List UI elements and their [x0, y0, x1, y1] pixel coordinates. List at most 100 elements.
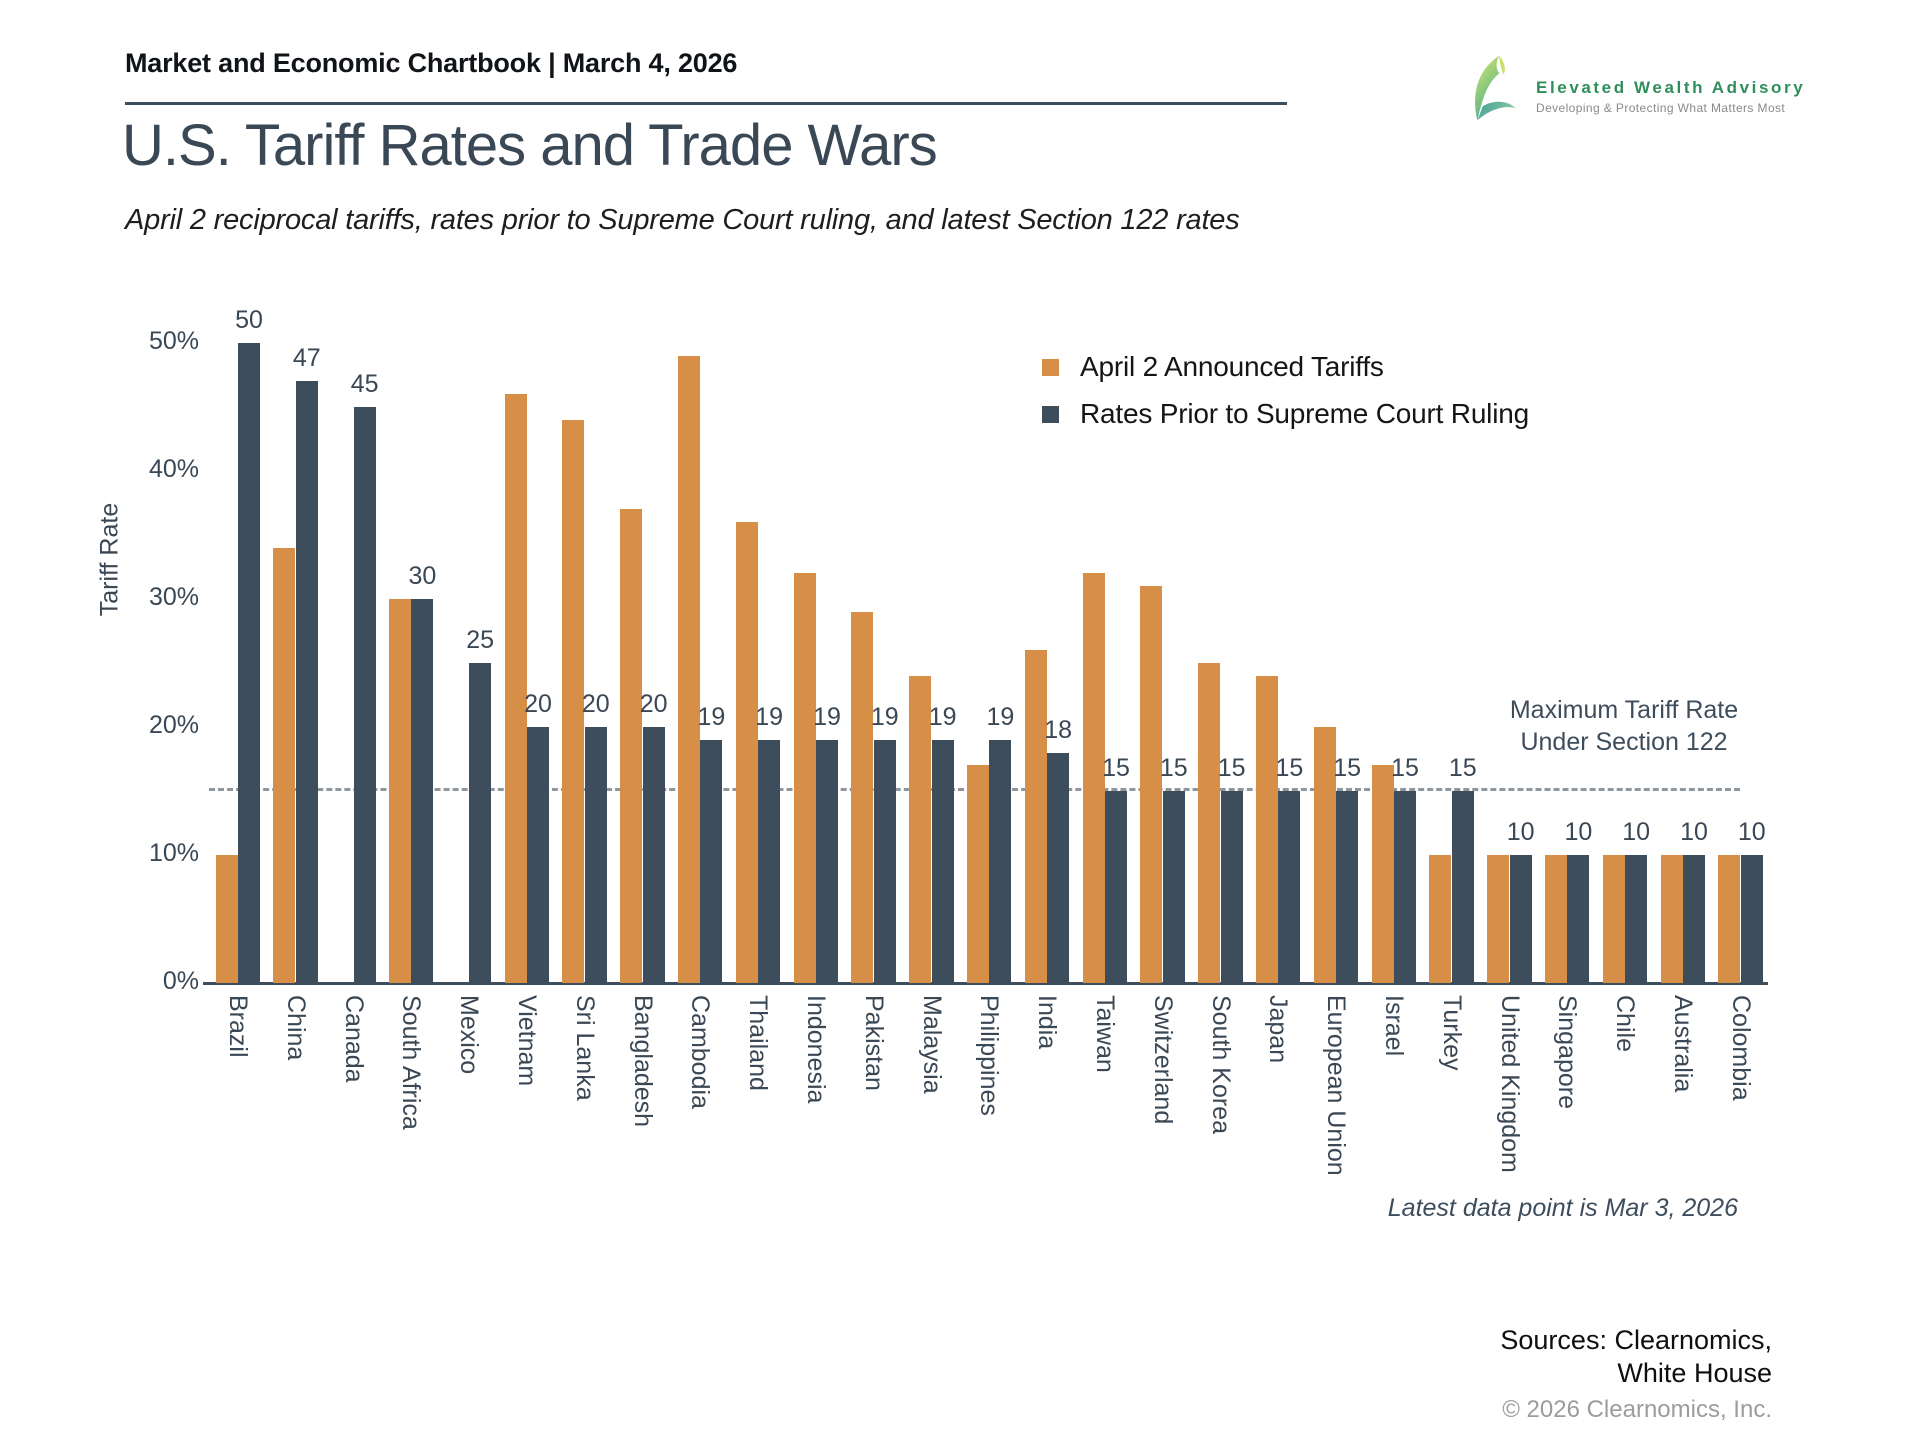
- y-axis-label: Tariff Rate: [95, 502, 124, 617]
- bar-value-label: 30: [408, 562, 437, 590]
- bar-april2: [504, 394, 527, 983]
- legend-row-april2: April 2 Announced Tariffs: [1042, 351, 1529, 383]
- category-label: Mexico: [455, 995, 484, 1075]
- bar-april2: [1602, 855, 1625, 983]
- bar-prior: [1567, 855, 1590, 983]
- plot-area: 0% 10% 20% 30% 40% 50% 50 47 45 30 25 20 20 20 19 19 19 1…: [149, 279, 1769, 995]
- bar-april2: [1487, 855, 1510, 983]
- category-label: Philippines: [975, 995, 1004, 1116]
- bar-april2: [215, 855, 238, 983]
- page-title: U.S. Tariff Rates and Trade Wars: [122, 113, 938, 178]
- bar-value-label: 19: [928, 702, 957, 731]
- header-divider: [125, 102, 1287, 105]
- bar-prior: [1105, 791, 1127, 983]
- category-label: Canada: [339, 995, 368, 1083]
- bar-prior: [873, 739, 896, 983]
- bar-april2: [1660, 855, 1683, 983]
- bar-value-label: 10: [1622, 818, 1651, 846]
- category-label: Vietnam: [512, 995, 541, 1087]
- category-label: South Africa: [397, 995, 426, 1130]
- x-axis-line: [203, 982, 1768, 985]
- bar-april2: [1544, 855, 1567, 983]
- category-label: China: [281, 995, 310, 1061]
- bar-value-label: 10: [1506, 818, 1535, 846]
- category-label: Indonesia: [801, 995, 830, 1104]
- bar-prior: [295, 381, 318, 983]
- bar-value-label: 20: [639, 690, 668, 718]
- bar-value-label: 45: [350, 370, 379, 398]
- bar-april2: [677, 355, 700, 983]
- bar-prior: [1740, 855, 1763, 983]
- bar-prior: [1278, 791, 1301, 983]
- category-label: Sri Lanka: [570, 995, 599, 1101]
- chartbook-title: Market and Economic Chartbook | March 4,…: [125, 48, 738, 78]
- bar-prior: [1451, 791, 1474, 983]
- bar-prior: [1394, 791, 1416, 983]
- legend-label-prior: Rates Prior to Supreme Court Ruling: [1080, 398, 1529, 429]
- bar-prior: [700, 739, 723, 983]
- logo: Elevated Wealth Advisory Developing & Pr…: [1466, 54, 1805, 124]
- bar-april2: [273, 547, 296, 983]
- category-label: Chile: [1611, 995, 1640, 1052]
- legend-label-april2: April 2 Announced Tariffs: [1080, 351, 1384, 382]
- category-label: Turkey: [1437, 995, 1466, 1071]
- bar-value-label: 15: [1217, 754, 1246, 782]
- reference-line-label-2: Under Section 122: [1520, 728, 1728, 756]
- bar-april2: [1313, 727, 1336, 983]
- bar-april2: [1371, 765, 1394, 983]
- latest-data-note: Latest data point is Mar 3, 2026: [1387, 1194, 1738, 1222]
- category-label: Thailand: [744, 995, 773, 1091]
- bar-value-label: 15: [1448, 754, 1477, 782]
- bar-prior: [584, 727, 607, 983]
- page-subtitle: April 2 reciprocal tariffs, rates prior …: [125, 204, 1240, 236]
- bar-prior: [758, 739, 781, 983]
- bar-prior: [1162, 791, 1185, 983]
- copyright: © 2026 Clearnomics, Inc.: [1502, 1396, 1772, 1423]
- reference-line-label: Maximum Tariff Rate Under Section 122: [1478, 694, 1770, 758]
- bar-value-label: 19: [813, 702, 841, 731]
- bar-value-label: 10: [1680, 818, 1708, 846]
- category-label: Pakistan: [859, 995, 888, 1091]
- y-tick-label: 0%: [162, 967, 199, 995]
- bar-april2: [909, 675, 932, 983]
- bar-prior: [989, 739, 1012, 983]
- bar-value-label: 15: [1333, 754, 1362, 782]
- category-label: Australia: [1668, 995, 1697, 1093]
- bar-prior: [527, 727, 549, 983]
- logo-text: Elevated Wealth Advisory Developing & Pr…: [1536, 54, 1805, 115]
- bar-value-label: 19: [755, 702, 784, 731]
- bar-april2: [562, 419, 585, 983]
- bar-prior: [1509, 855, 1532, 983]
- bar-prior: [931, 739, 954, 983]
- bar-april2: [735, 522, 758, 983]
- bar-value-label: 20: [581, 690, 610, 718]
- bar-prior: [1336, 791, 1359, 983]
- category-label: Japan: [1264, 995, 1293, 1064]
- category-label: Taiwan: [1090, 995, 1119, 1073]
- bar-prior: [1683, 855, 1705, 983]
- bar-prior: [353, 407, 376, 983]
- bar-value-label: 20: [524, 690, 552, 718]
- bar-value-label: 19: [697, 702, 726, 731]
- category-label: European Union: [1322, 995, 1351, 1176]
- bar-april2: [1429, 855, 1452, 983]
- bar-april2: [793, 573, 816, 983]
- bar-april2: [966, 765, 989, 983]
- sources-line-1: Sources: Clearnomics,: [1500, 1325, 1772, 1355]
- bar-prior: [1625, 855, 1648, 983]
- legend-swatch-april2: [1042, 358, 1059, 376]
- reference-line-label-1: Maximum Tariff Rate: [1509, 696, 1739, 724]
- category-label: Brazil: [223, 995, 252, 1058]
- category-label: South Korea: [1206, 995, 1235, 1134]
- category-label: Switzerland: [1148, 995, 1177, 1125]
- bar-prior: [642, 727, 665, 983]
- category-label: Israel: [1379, 995, 1408, 1057]
- bar-april2: [851, 611, 874, 983]
- category-label: Bangladesh: [628, 995, 657, 1128]
- bar-value-label: 15: [1159, 754, 1188, 782]
- sources-line-2: White House: [1617, 1358, 1772, 1389]
- logo-tagline: Developing & Protecting What Matters Mos…: [1536, 101, 1786, 115]
- bar-april2: [620, 509, 643, 983]
- category-label: Cambodia: [686, 995, 715, 1109]
